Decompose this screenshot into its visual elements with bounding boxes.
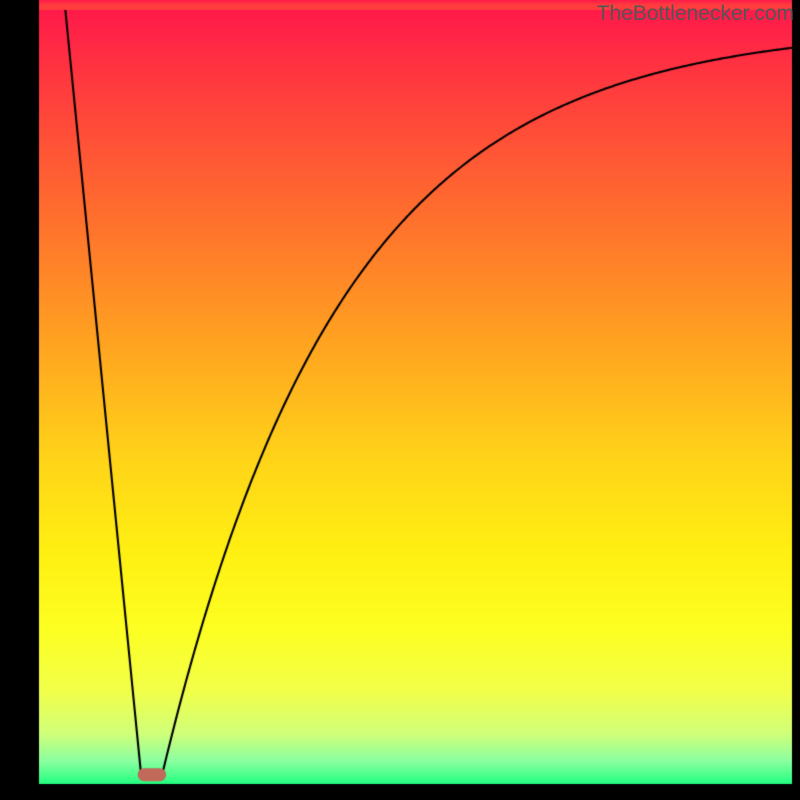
chart-container: TheBottlenecker.com <box>0 0 800 800</box>
bottleneck-chart <box>0 0 800 800</box>
watermark-text: TheBottlenecker.com <box>597 2 794 26</box>
